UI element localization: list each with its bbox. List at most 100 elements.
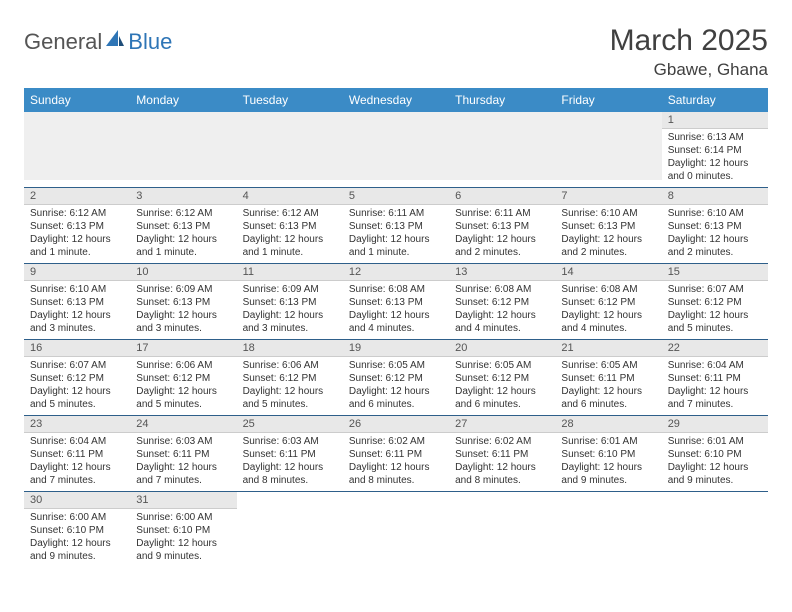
logo-text-general: General	[24, 29, 102, 55]
empty-day-bar	[237, 112, 343, 128]
sunrise-text: Sunrise: 6:08 AM	[455, 283, 549, 296]
daylight-line2: and 9 minutes.	[561, 474, 655, 487]
sunset-text: Sunset: 6:10 PM	[30, 524, 124, 537]
calendar-day-cell: 4Sunrise: 6:12 AMSunset: 6:13 PMDaylight…	[237, 188, 343, 264]
daylight-line2: and 8 minutes.	[455, 474, 549, 487]
day-content: Sunrise: 6:10 AMSunset: 6:13 PMDaylight:…	[555, 205, 661, 263]
daylight-line2: and 4 minutes.	[455, 322, 549, 335]
day-content: Sunrise: 6:10 AMSunset: 6:13 PMDaylight:…	[24, 281, 130, 339]
sunrise-text: Sunrise: 6:05 AM	[561, 359, 655, 372]
sunrise-text: Sunrise: 6:05 AM	[349, 359, 443, 372]
sunset-text: Sunset: 6:13 PM	[136, 296, 230, 309]
calendar-day-cell: 15Sunrise: 6:07 AMSunset: 6:12 PMDayligh…	[662, 264, 768, 340]
daylight-line2: and 3 minutes.	[136, 322, 230, 335]
day-number: 1	[662, 112, 768, 129]
sunset-text: Sunset: 6:11 PM	[136, 448, 230, 461]
daylight-line1: Daylight: 12 hours	[243, 385, 337, 398]
calendar-day-cell	[662, 492, 768, 568]
calendar-day-cell	[343, 492, 449, 568]
daylight-line2: and 9 minutes.	[668, 474, 762, 487]
calendar-table: Sunday Monday Tuesday Wednesday Thursday…	[24, 88, 768, 567]
day-content: Sunrise: 6:04 AMSunset: 6:11 PMDaylight:…	[24, 433, 130, 491]
calendar-day-cell	[555, 492, 661, 568]
day-number: 27	[449, 416, 555, 433]
daylight-line1: Daylight: 12 hours	[136, 233, 230, 246]
daylight-line1: Daylight: 12 hours	[136, 461, 230, 474]
sunrise-text: Sunrise: 6:03 AM	[243, 435, 337, 448]
empty-day-bar	[24, 112, 130, 128]
weekday-header-row: Sunday Monday Tuesday Wednesday Thursday…	[24, 88, 768, 112]
sunrise-text: Sunrise: 6:02 AM	[349, 435, 443, 448]
sunrise-text: Sunrise: 6:12 AM	[243, 207, 337, 220]
day-number: 26	[343, 416, 449, 433]
calendar-week-row: 23Sunrise: 6:04 AMSunset: 6:11 PMDayligh…	[24, 416, 768, 492]
day-number: 14	[555, 264, 661, 281]
daylight-line1: Daylight: 12 hours	[561, 461, 655, 474]
daylight-line2: and 9 minutes.	[30, 550, 124, 563]
calendar-day-cell: 24Sunrise: 6:03 AMSunset: 6:11 PMDayligh…	[130, 416, 236, 492]
day-number: 17	[130, 340, 236, 357]
day-number: 25	[237, 416, 343, 433]
sunrise-text: Sunrise: 6:10 AM	[561, 207, 655, 220]
calendar-week-row: 1Sunrise: 6:13 AMSunset: 6:14 PMDaylight…	[24, 112, 768, 188]
day-number: 4	[237, 188, 343, 205]
calendar-day-cell	[130, 112, 236, 188]
day-content: Sunrise: 6:09 AMSunset: 6:13 PMDaylight:…	[237, 281, 343, 339]
daylight-line1: Daylight: 12 hours	[668, 157, 762, 170]
daylight-line1: Daylight: 12 hours	[668, 461, 762, 474]
calendar-day-cell	[449, 492, 555, 568]
calendar-day-cell: 31Sunrise: 6:00 AMSunset: 6:10 PMDayligh…	[130, 492, 236, 568]
daylight-line2: and 0 minutes.	[668, 170, 762, 183]
daylight-line1: Daylight: 12 hours	[561, 233, 655, 246]
page-title: March 2025	[610, 24, 768, 58]
sunset-text: Sunset: 6:13 PM	[668, 220, 762, 233]
calendar-day-cell: 25Sunrise: 6:03 AMSunset: 6:11 PMDayligh…	[237, 416, 343, 492]
sunrise-text: Sunrise: 6:04 AM	[668, 359, 762, 372]
daylight-line1: Daylight: 12 hours	[243, 461, 337, 474]
sunrise-text: Sunrise: 6:10 AM	[668, 207, 762, 220]
calendar-day-cell: 29Sunrise: 6:01 AMSunset: 6:10 PMDayligh…	[662, 416, 768, 492]
logo-sail-icon	[104, 28, 126, 55]
sunset-text: Sunset: 6:10 PM	[561, 448, 655, 461]
daylight-line1: Daylight: 12 hours	[349, 385, 443, 398]
daylight-line1: Daylight: 12 hours	[455, 461, 549, 474]
day-number: 10	[130, 264, 236, 281]
calendar-day-cell: 8Sunrise: 6:10 AMSunset: 6:13 PMDaylight…	[662, 188, 768, 264]
calendar-day-cell: 6Sunrise: 6:11 AMSunset: 6:13 PMDaylight…	[449, 188, 555, 264]
sunrise-text: Sunrise: 6:06 AM	[136, 359, 230, 372]
header-right: March 2025 Gbawe, Ghana	[610, 18, 768, 80]
daylight-line1: Daylight: 12 hours	[30, 537, 124, 550]
sunset-text: Sunset: 6:11 PM	[349, 448, 443, 461]
calendar-day-cell	[237, 492, 343, 568]
sunset-text: Sunset: 6:13 PM	[561, 220, 655, 233]
sunset-text: Sunset: 6:11 PM	[455, 448, 549, 461]
day-number: 30	[24, 492, 130, 509]
sunset-text: Sunset: 6:12 PM	[561, 296, 655, 309]
sunrise-text: Sunrise: 6:05 AM	[455, 359, 549, 372]
sunset-text: Sunset: 6:13 PM	[349, 296, 443, 309]
day-content: Sunrise: 6:05 AMSunset: 6:12 PMDaylight:…	[449, 357, 555, 415]
day-number: 6	[449, 188, 555, 205]
day-content: Sunrise: 6:01 AMSunset: 6:10 PMDaylight:…	[662, 433, 768, 491]
daylight-line1: Daylight: 12 hours	[349, 233, 443, 246]
sunset-text: Sunset: 6:12 PM	[30, 372, 124, 385]
daylight-line2: and 5 minutes.	[30, 398, 124, 411]
calendar-week-row: 9Sunrise: 6:10 AMSunset: 6:13 PMDaylight…	[24, 264, 768, 340]
weekday-header: Monday	[130, 88, 236, 112]
day-content: Sunrise: 6:06 AMSunset: 6:12 PMDaylight:…	[130, 357, 236, 415]
sunset-text: Sunset: 6:10 PM	[136, 524, 230, 537]
daylight-line2: and 3 minutes.	[30, 322, 124, 335]
calendar-day-cell: 10Sunrise: 6:09 AMSunset: 6:13 PMDayligh…	[130, 264, 236, 340]
sunset-text: Sunset: 6:13 PM	[136, 220, 230, 233]
sunset-text: Sunset: 6:11 PM	[30, 448, 124, 461]
daylight-line2: and 7 minutes.	[136, 474, 230, 487]
day-number: 22	[662, 340, 768, 357]
daylight-line1: Daylight: 12 hours	[136, 385, 230, 398]
sunrise-text: Sunrise: 6:08 AM	[349, 283, 443, 296]
daylight-line2: and 2 minutes.	[455, 246, 549, 259]
day-number: 18	[237, 340, 343, 357]
sunrise-text: Sunrise: 6:12 AM	[30, 207, 124, 220]
daylight-line1: Daylight: 12 hours	[561, 385, 655, 398]
sunrise-text: Sunrise: 6:06 AM	[243, 359, 337, 372]
daylight-line1: Daylight: 12 hours	[668, 309, 762, 322]
